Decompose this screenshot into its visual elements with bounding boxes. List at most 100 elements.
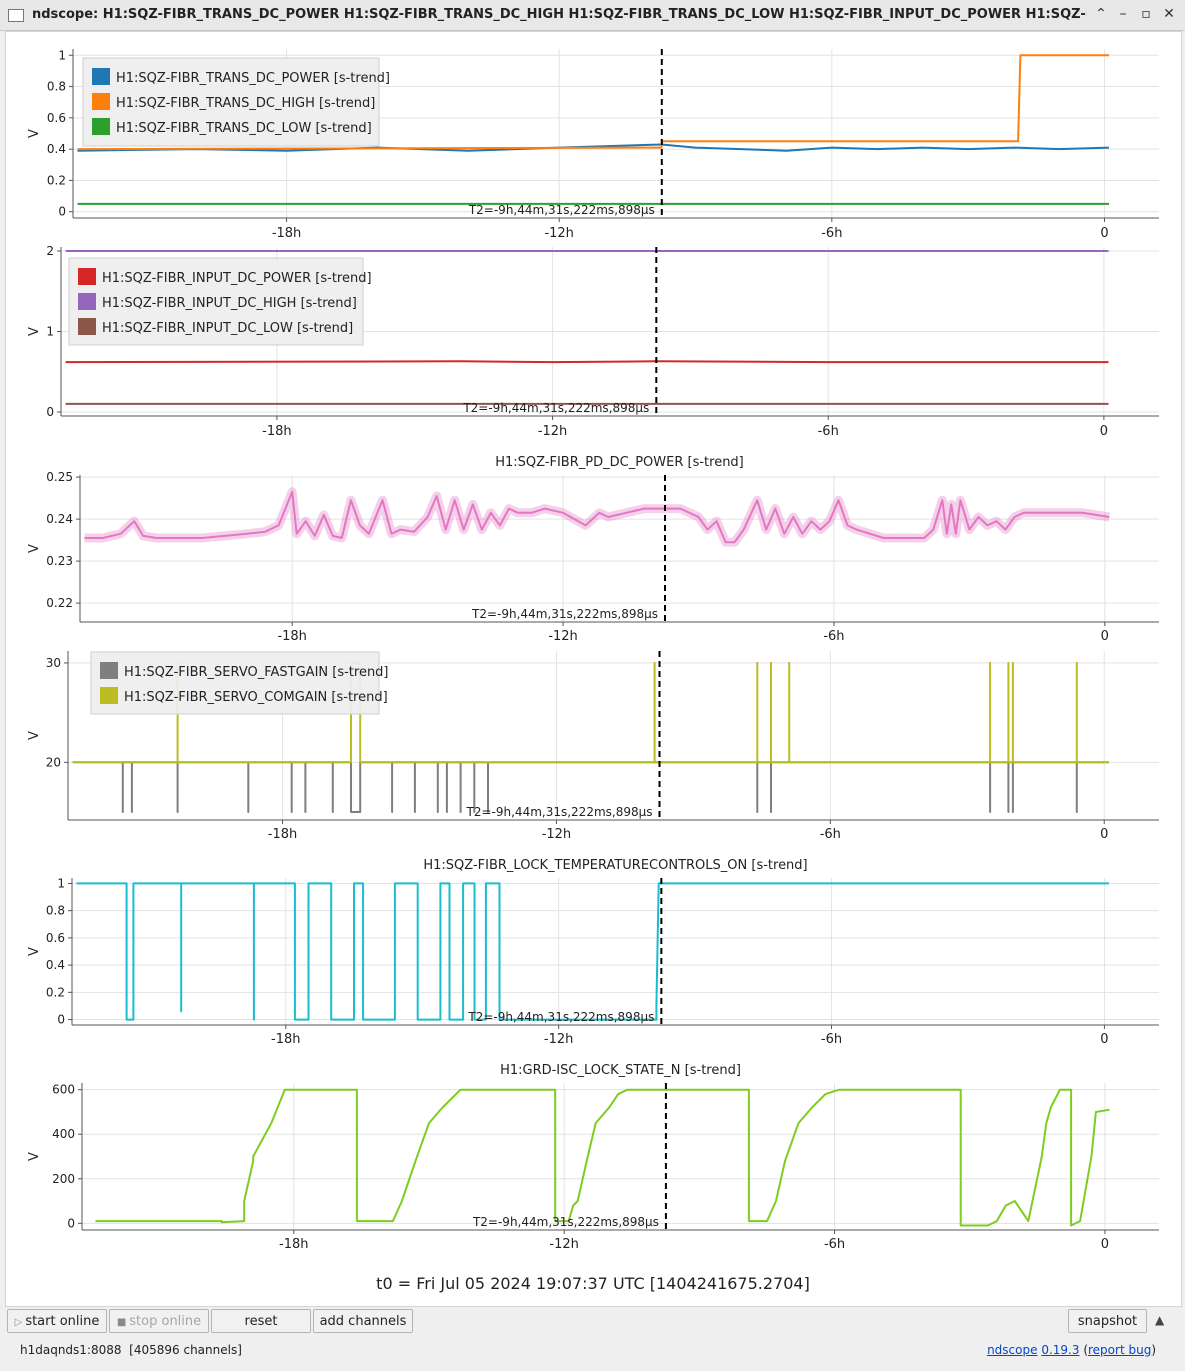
x-tick-label: -18h — [277, 629, 306, 644]
legend: H1:SQZ-FIBR_INPUT_DC_POWER [s-trend] H1:S… — [68, 257, 372, 346]
y-axis-label: V — [27, 947, 42, 956]
snapshot-button[interactable]: snapshot — [1068, 1309, 1147, 1333]
legend-label: H1:SQZ-FIBR_TRANS_DC_POWER [s-trend] — [116, 71, 390, 86]
y-tick-label: 600 — [52, 1083, 75, 1097]
y-axis-label: V — [27, 731, 42, 740]
legend: H1:SQZ-FIBR_SERVO_FASTGAIN [s-trend] H1:S… — [90, 651, 389, 715]
channel-count: [405896 channels] — [129, 1343, 242, 1357]
plot-3: -18h -12h -6h 0 0.22 0.23 0.24 0.25 V H1:SQZ-FIBR… — [27, 455, 1159, 644]
legend-swatch — [78, 268, 96, 285]
y-tick-label: 0.22 — [46, 596, 73, 610]
y-tick-label: 1 — [58, 48, 66, 62]
x-tick-label: 0 — [1101, 1237, 1109, 1252]
status-right: ndscope 0.19.3 (report bug) — [987, 1343, 1156, 1357]
close-icon[interactable]: ✕ — [1163, 6, 1175, 22]
legend-swatch — [100, 662, 118, 679]
start-online-label: start online — [25, 1314, 100, 1329]
y-tick-label: 0.8 — [46, 904, 65, 918]
plot-area: -18h -12h -6h 0 0 0.2 0.4 0.6 0.8 1 V T2=-9h,44m,31… — [5, 31, 1182, 1307]
plot-title: H1:SQZ-FIBR_PD_DC_POWER [s-trend] — [495, 455, 744, 470]
x-tick-label: -6h — [820, 827, 841, 842]
series-line — [77, 54, 1109, 151]
x-tick-label: 0 — [1100, 424, 1108, 439]
plot-title: H1:GRD-ISC_LOCK_STATE_N [s-trend] — [500, 1063, 741, 1078]
y-tick-label: 0.24 — [46, 512, 73, 526]
legend-swatch — [100, 687, 118, 704]
ndscope-link[interactable]: ndscope — [987, 1343, 1038, 1357]
y-tick-label: 0.6 — [47, 111, 66, 125]
stop-online-button[interactable]: ■ stop online — [109, 1309, 209, 1333]
cursor-label: T2=-9h,44m,31s,222ms,898µs — [468, 203, 655, 217]
snapshot-label: snapshot — [1077, 1314, 1138, 1329]
series-line — [95, 1088, 1110, 1227]
legend-label: H1:SQZ-FIBR_SERVO_COMGAIN [s-trend] — [124, 690, 388, 705]
cursor-label: T2=-9h,44m,31s,222ms,898µs — [471, 607, 658, 621]
start-online-button[interactable]: ▷ start online — [7, 1309, 107, 1333]
window-title: ndscope: H1:SQZ-FIBR_TRANS_DC_POWER H1:S… — [32, 7, 1087, 22]
reset-button[interactable]: reset — [211, 1309, 311, 1333]
x-tick-label: -12h — [548, 629, 577, 644]
t0-label: t0 = Fri Jul 05 2024 19:07:37 UTC [14042… — [376, 1274, 810, 1293]
y-tick-label: 200 — [52, 1172, 75, 1186]
plots-svg[interactable]: -18h -12h -6h 0 0 0.2 0.4 0.6 0.8 1 V T2=-9h,44m,31… — [6, 32, 1181, 1306]
y-tick-label: 0.4 — [47, 142, 66, 156]
x-tick-label: -6h — [823, 629, 844, 644]
y-tick-label: 0.6 — [46, 931, 65, 945]
legend-swatch — [92, 93, 110, 110]
legend-label: H1:SQZ-FIBR_INPUT_DC_HIGH [s-trend] — [102, 296, 357, 311]
app-icon — [8, 9, 24, 22]
y-axis-label: V — [27, 129, 42, 138]
legend-label: H1:SQZ-FIBR_TRANS_DC_LOW [s-trend] — [116, 121, 372, 136]
legend-label: H1:SQZ-FIBR_TRANS_DC_HIGH [s-trend] — [116, 96, 375, 111]
expand-icon[interactable]: ▲ — [1155, 1313, 1165, 1327]
y-axis-label: V — [27, 1152, 42, 1161]
x-tick-label: -6h — [818, 424, 839, 439]
legend-box — [68, 257, 364, 346]
x-tick-label: -12h — [549, 1237, 578, 1252]
y-axis-label: V — [27, 327, 42, 336]
y-tick-label: 1 — [57, 876, 65, 890]
x-tick-label: -18h — [262, 424, 291, 439]
plot-1: -18h -12h -6h 0 0 0.2 0.4 0.6 0.8 1 V T2=-9h,44m,31… — [27, 48, 1159, 241]
window-titlebar: ndscope: H1:SQZ-FIBR_TRANS_DC_POWER H1:S… — [0, 0, 1185, 31]
series-line — [76, 882, 1109, 1021]
plot-6: -18h -12h -6h 0 0 200 400 600 V H1:GRD-ISC_LOCK_S… — [27, 1063, 1159, 1252]
legend: H1:SQZ-FIBR_TRANS_DC_POWER [s-trend] H1:S… — [82, 57, 390, 147]
play-icon: ▷ — [14, 1317, 23, 1328]
add-channels-label: add channels — [319, 1314, 407, 1329]
x-tick-label: -6h — [824, 1237, 845, 1252]
x-tick-label: 0 — [1101, 629, 1109, 644]
y-tick-label: 0 — [46, 405, 54, 419]
x-tick-label: -6h — [821, 1032, 842, 1047]
report-bug-link[interactable]: report bug — [1088, 1343, 1152, 1357]
stop-online-label: stop online — [129, 1314, 202, 1329]
y-tick-label: 0 — [67, 1216, 75, 1230]
legend-label: H1:SQZ-FIBR_SERVO_FASTGAIN [s-trend] — [124, 665, 389, 680]
version-link[interactable]: 0.19.3 — [1041, 1343, 1080, 1357]
plot-5: -18h -12h -6h 0 0 0.2 0.4 0.6 0.8 1 V H1:SQZ-FIBR_L… — [27, 858, 1159, 1047]
x-tick-label: 0 — [1100, 827, 1108, 842]
y-tick-label: 0.25 — [46, 470, 73, 484]
x-tick-label: -12h — [538, 424, 567, 439]
shade-icon[interactable]: ⌃ — [1095, 6, 1107, 22]
x-tick-label: 0 — [1100, 226, 1108, 241]
series-line — [72, 761, 1109, 813]
reset-label: reset — [244, 1314, 278, 1329]
maximize-icon[interactable]: ▫ — [1141, 6, 1151, 22]
cursor-label: T2=-9h,44m,31s,222ms,898µs — [466, 805, 653, 819]
plot-2: -18h -12h -6h 0 0 1 2 V T2=-9h,44m,31s,222ms,898… — [27, 244, 1159, 439]
add-channels-button[interactable]: add channels — [313, 1309, 413, 1333]
x-tick-label: -18h — [272, 226, 301, 241]
minimize-icon[interactable]: – — [1119, 6, 1127, 22]
series-line — [84, 490, 1110, 544]
server-label: h1daqnds1:8088 — [20, 1343, 122, 1357]
y-tick-label: 0.2 — [46, 985, 65, 999]
x-tick-label: 0 — [1100, 1032, 1108, 1047]
x-tick-label: -18h — [271, 1032, 300, 1047]
y-tick-label: 20 — [46, 755, 61, 769]
series-line — [65, 360, 1109, 364]
stop-icon: ■ — [116, 1317, 127, 1328]
x-tick-label: -12h — [542, 827, 571, 842]
y-tick-label: 400 — [52, 1127, 75, 1141]
y-tick-label: 0.23 — [46, 554, 73, 568]
